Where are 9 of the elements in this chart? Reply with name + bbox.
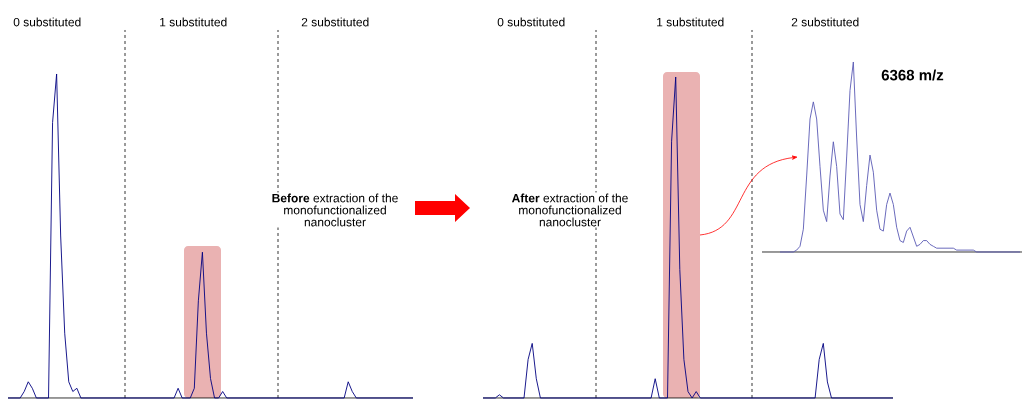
text: 0 substituted [497,17,565,27]
text: 2 substituted [791,17,859,27]
annotation: After extraction of the monofunctionalized nanocluster [511,193,628,227]
text: 0 substituted [13,17,81,27]
text: 2 substituted [301,17,369,27]
text: 1 substituted [657,17,724,27]
annotation: Before extraction of the monofunctionalized nanocluster [272,193,398,227]
text: 1 substituted [160,17,227,27]
annotation: 6368 m/z [881,69,944,81]
